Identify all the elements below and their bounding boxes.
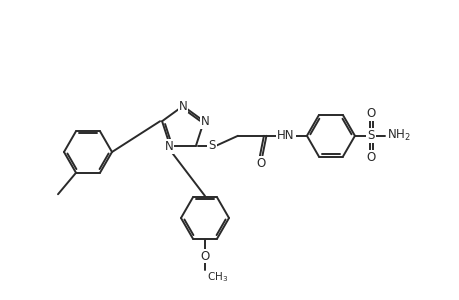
- Text: S: S: [208, 139, 215, 152]
- Text: NH$_2$: NH$_2$: [386, 128, 410, 143]
- Text: HN: HN: [277, 129, 294, 142]
- Text: S: S: [366, 129, 374, 142]
- Text: N: N: [178, 100, 187, 112]
- Text: O: O: [256, 157, 265, 170]
- Text: O: O: [200, 250, 209, 262]
- Text: N: N: [200, 115, 209, 128]
- Text: CH$_3$: CH$_3$: [207, 270, 228, 284]
- Text: N: N: [164, 140, 173, 153]
- Text: O: O: [365, 151, 375, 164]
- Text: O: O: [365, 107, 375, 120]
